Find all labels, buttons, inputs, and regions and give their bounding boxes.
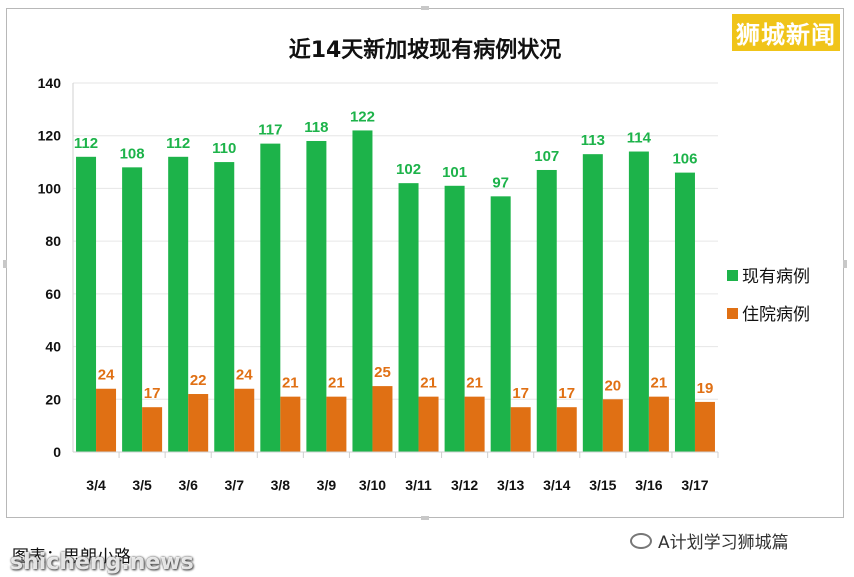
data-label-hospital: 17 (558, 385, 575, 402)
wechat-icon (630, 532, 652, 549)
bar-active (76, 156, 97, 453)
y-tick-label: 60 (45, 286, 61, 302)
bar-hospital (234, 388, 255, 452)
chart-credit: 图表：思朗小路 (12, 547, 131, 567)
bar-active (214, 162, 235, 453)
data-label-active: 122 (350, 108, 375, 125)
data-label-active: 112 (166, 135, 190, 152)
bar-active (536, 169, 557, 452)
brand-logo: 狮城新闻 (732, 14, 840, 51)
y-tick-label: 40 (45, 339, 61, 355)
data-label-hospital: 25 (374, 364, 391, 381)
x-tick-label: 3/16 (635, 477, 662, 493)
data-labels: 112 24 108 17 112 22 110 24 117 21 118 21 122 25 102 21… (74, 108, 713, 402)
y-tick-label: 20 (45, 391, 61, 407)
bar-hospital (372, 386, 393, 452)
data-label-active: 106 (672, 151, 697, 168)
data-label-hospital: 17 (144, 385, 161, 402)
bar-hospital (280, 396, 301, 452)
resize-handle-right[interactable] (843, 260, 847, 268)
y-tick-label: 0 (53, 444, 61, 460)
legend: 现有病例 住院病例 (727, 267, 810, 325)
data-label-active: 107 (534, 148, 559, 165)
bar-active (122, 167, 143, 453)
data-label-active: 108 (120, 145, 145, 162)
y-axis: 0 20 40 60 80 100 120 140 (38, 75, 74, 460)
bar-hospital (464, 396, 485, 452)
data-label-active: 97 (492, 174, 509, 191)
x-tick-label: 3/14 (543, 477, 570, 493)
bar-hospital (142, 407, 163, 452)
data-label-active: 113 (581, 132, 605, 149)
data-label-hospital: 21 (282, 375, 299, 392)
bar-hospital (510, 407, 531, 452)
bar-hospital (188, 394, 209, 452)
bar-active (490, 196, 511, 452)
data-label-active: 112 (74, 135, 98, 152)
bar-active (260, 143, 281, 452)
resize-handle-top[interactable] (421, 6, 429, 10)
x-tick-label: 3/17 (681, 477, 708, 493)
legend-swatch-active (727, 270, 738, 281)
data-label-hospital: 20 (604, 377, 621, 394)
data-label-hospital: 19 (697, 380, 714, 397)
data-label-hospital: 22 (190, 372, 207, 389)
bar-active (398, 183, 419, 452)
y-tick-label: 100 (38, 180, 62, 196)
x-tick-label: 3/13 (497, 477, 524, 493)
y-tick-label: 120 (38, 128, 62, 144)
bar-active (582, 154, 603, 452)
wechat-account-name: A计划学习狮城篇 (658, 533, 789, 553)
y-tick-label: 80 (45, 233, 61, 249)
bar-active (352, 130, 373, 452)
wechat-account: A计划学习狮城篇 (630, 528, 789, 553)
data-label-hospital: 24 (236, 367, 253, 384)
data-label-active: 118 (304, 119, 328, 136)
data-label-hospital: 17 (512, 385, 529, 402)
data-label-active: 114 (627, 130, 652, 147)
bar-active (306, 140, 327, 452)
bar-hospital (602, 399, 623, 452)
resize-handle-left[interactable] (3, 260, 7, 268)
bar-active (628, 151, 649, 452)
legend-label-active: 现有病例 (742, 267, 810, 287)
bar-hospital (418, 396, 439, 452)
x-tick-label: 3/7 (225, 477, 245, 493)
bar-hospital (694, 401, 715, 452)
x-tick-label: 3/11 (405, 477, 432, 493)
bar-active (168, 156, 189, 453)
bars-group (76, 130, 715, 453)
bar-hospital (96, 388, 117, 452)
x-tick-label: 3/9 (317, 477, 337, 493)
legend-swatch-hospital (727, 308, 738, 319)
bar-hospital (326, 396, 347, 452)
bar-hospital (648, 396, 669, 452)
y-tick-label: 140 (38, 75, 62, 91)
x-tick-label: 3/10 (359, 477, 386, 493)
bar-active (444, 185, 465, 453)
data-label-active: 117 (258, 122, 282, 139)
bar-active (674, 172, 695, 452)
x-tick-label: 3/12 (451, 477, 478, 493)
data-label-hospital: 21 (651, 375, 668, 392)
data-label-active: 110 (212, 140, 236, 157)
x-tick-label: 3/15 (589, 477, 616, 493)
x-tick-label: 3/8 (271, 477, 291, 493)
data-label-hospital: 21 (328, 375, 345, 392)
data-label-active: 102 (396, 161, 421, 178)
data-label-hospital: 21 (466, 375, 483, 392)
x-tick-label: 3/4 (86, 477, 106, 493)
x-tick-label: 3/6 (178, 477, 198, 493)
bar-hospital (556, 407, 577, 452)
data-label-hospital: 21 (420, 375, 437, 392)
x-tick-label: 3/5 (132, 477, 152, 493)
data-label-active: 101 (442, 164, 467, 181)
data-label-hospital: 24 (98, 367, 115, 384)
chart-title: 近14天新加坡现有病例状况 (289, 37, 562, 63)
x-axis: 3/4 3/5 3/6 3/7 3/8 3/9 3/10 3/11 3/12 3/13 3/14 3/… (73, 451, 719, 493)
watermark: shicheng.news (10, 550, 194, 575)
legend-label-hospital: 住院病例 (742, 305, 810, 325)
resize-handle-bottom[interactable] (421, 516, 429, 520)
